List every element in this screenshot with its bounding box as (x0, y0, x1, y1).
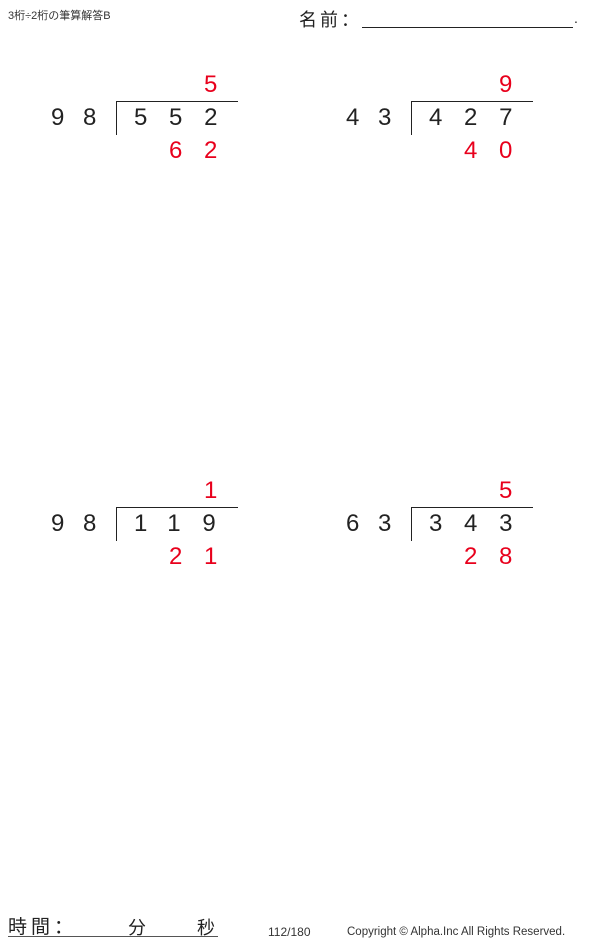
division-bar (411, 507, 533, 508)
quotient: 5 (499, 477, 513, 504)
division-bracket (411, 101, 412, 135)
division-problem-3: 1 98 119 21 (40, 466, 300, 576)
time-label: 時間： (8, 917, 78, 938)
time-field-line[interactable] (8, 936, 218, 937)
divisor: 63 (346, 510, 411, 537)
division-problem-4: 5 63 343 28 (335, 466, 595, 576)
division-bracket (116, 507, 117, 541)
divisor: 98 (51, 510, 116, 537)
remainder: 28 (464, 543, 535, 570)
remainder: 62 (169, 137, 240, 164)
dividend: 119 (134, 510, 238, 537)
divisor: 43 (346, 104, 411, 131)
division-bracket (411, 507, 412, 541)
worksheet-title: 3桁÷2桁の筆算解答B (8, 10, 111, 22)
division-bracket (116, 101, 117, 135)
quotient: 9 (499, 71, 513, 98)
divisor: 98 (51, 104, 116, 131)
remainder: 21 (169, 543, 240, 570)
name-field-line[interactable] (362, 27, 573, 28)
dividend: 552 (134, 104, 240, 131)
dividend: 427 (429, 104, 535, 131)
quotient: 5 (204, 71, 218, 98)
division-problem-1: 5 98 552 62 (40, 60, 300, 170)
copyright: Copyright © Alpha.Inc All Rights Reserve… (347, 926, 566, 938)
division-problem-2: 9 43 427 40 (335, 60, 595, 170)
name-label: 名前： (299, 10, 362, 30)
division-bar (411, 101, 533, 102)
seconds-label: 秒 (197, 918, 215, 938)
minutes-label: 分 (128, 918, 146, 938)
dividend: 343 (429, 510, 535, 537)
division-bar (116, 101, 238, 102)
remainder: 40 (464, 137, 535, 164)
page-number: 112/180 (268, 925, 311, 939)
name-period: . (574, 10, 578, 26)
division-bar (116, 507, 238, 508)
quotient: 1 (204, 477, 218, 504)
